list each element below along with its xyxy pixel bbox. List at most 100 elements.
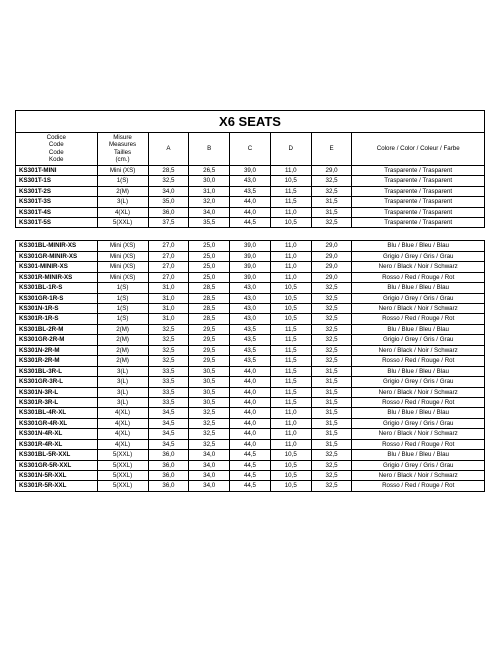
cell-c: 44,0 [230, 377, 271, 387]
cell-color: Nero / Black / Noir / Schwarz [352, 471, 485, 481]
cell-a: 32,5 [148, 176, 189, 186]
cell-color: Rosso / Red / Rouge / Rot [352, 356, 485, 366]
table-row: KS301R-4R-XL4(XL)34,532,544,011,031,5Ros… [16, 439, 485, 449]
cell-code: KS301N-3R-L [16, 387, 98, 397]
cell-c: 39,0 [230, 241, 271, 251]
cell-size: 4(XL) [97, 429, 148, 439]
cell-e: 32,5 [311, 293, 352, 303]
table-row: KS301BL-2R-M2(M)32,529,543,511,532,5Blu … [16, 324, 485, 334]
cell-a: 32,5 [148, 335, 189, 345]
cell-e: 31,5 [311, 207, 352, 217]
cell-color: Nero / Black / Noir / Schwarz [352, 429, 485, 439]
table-row: KS301GR-3R-L3(L)33,530,544,011,531,5Grig… [16, 377, 485, 387]
cell-c: 43,5 [230, 356, 271, 366]
cell-color: Rosso / Red / Rouge / Rot [352, 314, 485, 324]
cell-color: Grigio / Grey / Gris / Grau [352, 377, 485, 387]
cell-color: Rosso / Red / Rouge / Rot [352, 481, 485, 491]
cell-code: KS301T-5S [16, 217, 98, 227]
cell-code: KS301N-1R-S [16, 304, 98, 314]
hdr-b: B [189, 133, 230, 166]
cell-c: 44,0 [230, 387, 271, 397]
cell-b: 32,0 [189, 197, 230, 207]
cell-size: 2(M) [97, 356, 148, 366]
cell-d: 11,0 [270, 429, 311, 439]
cell-a: 37,5 [148, 217, 189, 227]
cell-a: 32,5 [148, 356, 189, 366]
hdr-size: MisureMeasuresTailles(cm.) [97, 133, 148, 166]
cell-c: 44,0 [230, 429, 271, 439]
cell-c: 39,0 [230, 262, 271, 272]
cell-color: Trasparente / Trasparent [352, 197, 485, 207]
cell-d: 11,5 [270, 356, 311, 366]
cell-d: 11,0 [270, 408, 311, 418]
cell-b: 30,5 [189, 366, 230, 376]
cell-code: KS301T-4S [16, 207, 98, 217]
cell-code: KS301R-MINIR-XS [16, 272, 98, 282]
cell-e: 31,5 [311, 429, 352, 439]
cell-d: 11,5 [270, 324, 311, 334]
table-row: KS301GR-MINIR-XSMini (XS)27,025,039,011,… [16, 251, 485, 261]
hdr-a: A [148, 133, 189, 166]
table-row: KS301R-1R-S1(S)31,028,543,010,532,5Rosso… [16, 314, 485, 324]
cell-d: 11,0 [270, 207, 311, 217]
cell-color: Blu / Blue / Bleu / Blau [352, 450, 485, 460]
cell-a: 31,0 [148, 314, 189, 324]
cell-size: 5(XXL) [97, 217, 148, 227]
cell-a: 34,5 [148, 408, 189, 418]
cell-code: KS301T-2S [16, 186, 98, 196]
cell-code: KS301GR-4R-XL [16, 418, 98, 428]
hdr-color: Colore / Color / Coleur / Farbe [352, 133, 485, 166]
cell-a: 34,5 [148, 439, 189, 449]
cell-e: 32,5 [311, 186, 352, 196]
cell-size: Mini (XS) [97, 251, 148, 261]
cell-size: Mini (XS) [97, 165, 148, 175]
cell-b: 34,0 [189, 450, 230, 460]
cell-size: 2(M) [97, 186, 148, 196]
cell-c: 43,5 [230, 335, 271, 345]
cell-size: 4(XL) [97, 207, 148, 217]
cell-e: 31,5 [311, 418, 352, 428]
cell-color: Trasparente / Trasparent [352, 186, 485, 196]
cell-c: 43,5 [230, 345, 271, 355]
table-row: KS301BL-MINIR-XSMini (XS)27,025,039,011,… [16, 241, 485, 251]
cell-c: 43,0 [230, 293, 271, 303]
cell-color: Blu / Blue / Bleu / Blau [352, 366, 485, 376]
table-row: KS301T-4S4(XL)36,034,044,011,031,5Traspa… [16, 207, 485, 217]
cell-a: 36,0 [148, 207, 189, 217]
cell-c: 44,5 [230, 450, 271, 460]
cell-size: 2(M) [97, 335, 148, 345]
cell-d: 10,5 [270, 176, 311, 186]
cell-d: 11,0 [270, 439, 311, 449]
table-title: X6 SEATS [15, 110, 485, 132]
cell-d: 10,5 [270, 283, 311, 293]
cell-e: 32,5 [311, 460, 352, 470]
cell-c: 43,5 [230, 186, 271, 196]
cell-b: 31,0 [189, 186, 230, 196]
cell-code: KS301GR-2R-M [16, 335, 98, 345]
cell-c: 44,5 [230, 471, 271, 481]
cell-b: 34,0 [189, 207, 230, 217]
cell-code: KS301N-5R-XXL [16, 471, 98, 481]
cell-color: Blu / Blue / Bleu / Blau [352, 408, 485, 418]
cell-c: 44,0 [230, 397, 271, 407]
table-row: KS301R-2R-M2(M)32,529,543,511,532,5Rosso… [16, 356, 485, 366]
cell-size: 3(L) [97, 377, 148, 387]
cell-c: 43,0 [230, 176, 271, 186]
cell-e: 29,0 [311, 262, 352, 272]
cell-size: 5(XXL) [97, 481, 148, 491]
cell-color: Trasparente / Trasparent [352, 176, 485, 186]
cell-size: 1(S) [97, 304, 148, 314]
cell-e: 32,5 [311, 217, 352, 227]
cell-d: 11,0 [270, 418, 311, 428]
cell-d: 11,5 [270, 335, 311, 345]
cell-d: 11,5 [270, 377, 311, 387]
cell-b: 28,5 [189, 293, 230, 303]
cell-c: 39,0 [230, 251, 271, 261]
cell-a: 34,5 [148, 418, 189, 428]
cell-d: 11,0 [270, 251, 311, 261]
cell-size: 5(XXL) [97, 471, 148, 481]
cell-d: 10,5 [270, 450, 311, 460]
table-row: KS301R-5R-XXL5(XXL)36,034,044,510,532,5R… [16, 481, 485, 491]
table-row: KS301BL-5R-XXL5(XXL)36,034,044,510,532,5… [16, 450, 485, 460]
cell-e: 31,5 [311, 197, 352, 207]
